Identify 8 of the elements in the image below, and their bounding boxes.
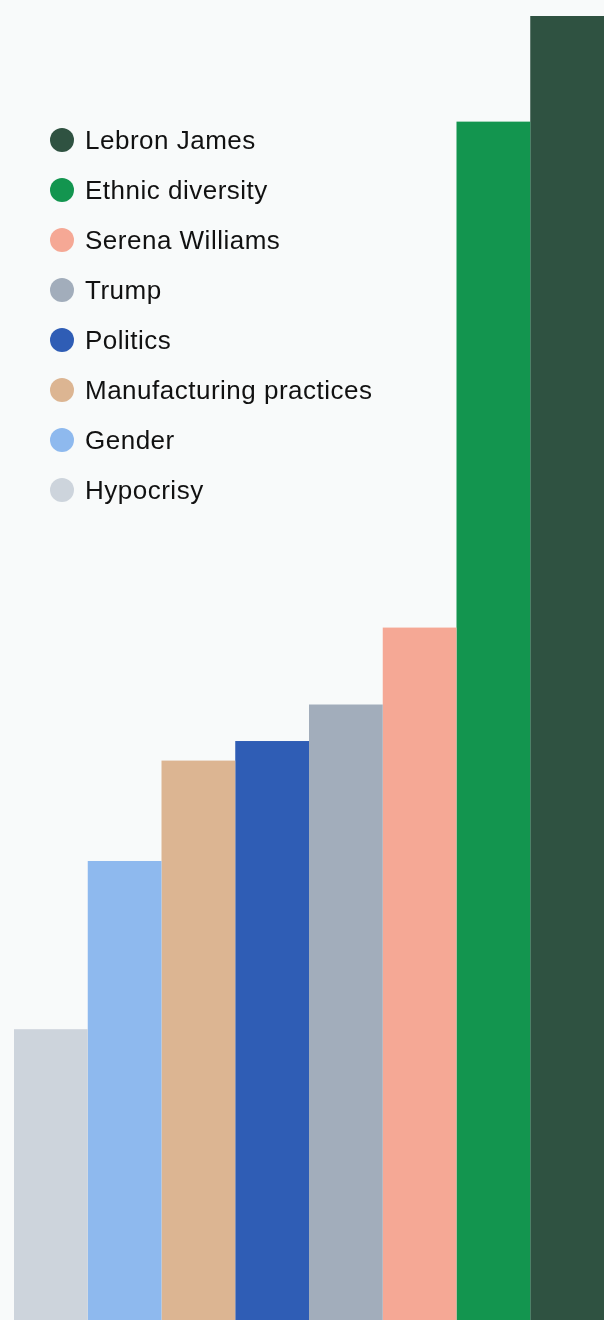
legend-label: Manufacturing practices (85, 375, 373, 406)
legend-label: Lebron James (85, 125, 256, 156)
legend-label: Politics (85, 325, 172, 356)
legend-label: Hypocrisy (85, 475, 204, 506)
legend-label: Ethnic diversity (85, 175, 268, 206)
legend-label: Gender (85, 425, 175, 456)
legend-label: Trump (85, 275, 162, 306)
legend-label: Serena Williams (85, 225, 281, 256)
